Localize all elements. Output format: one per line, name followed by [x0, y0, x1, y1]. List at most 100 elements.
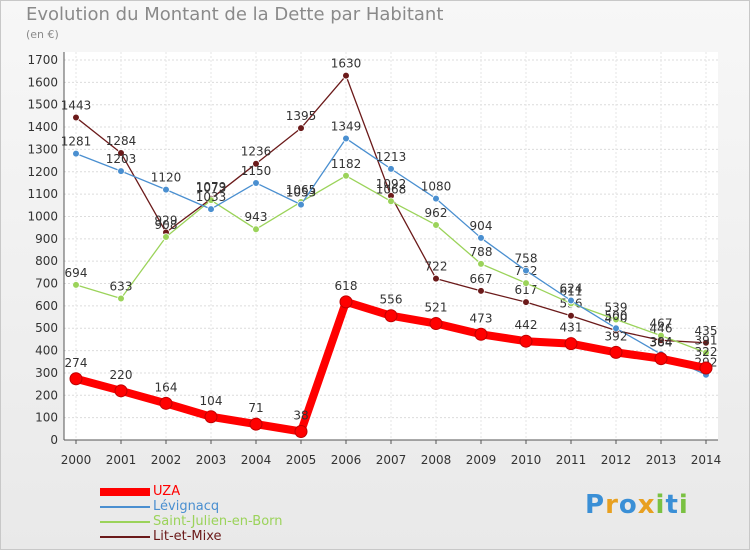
data-label: 1073 [196, 181, 227, 195]
proxiti-logo: Proxiti [585, 490, 689, 520]
data-label: 633 [110, 280, 133, 294]
data-point [387, 197, 395, 206]
legend-swatch [100, 535, 150, 538]
data-point [477, 234, 485, 242]
data-label: 467 [650, 317, 673, 331]
data-label: 220 [110, 368, 133, 382]
y-tick-label: 200 [35, 388, 58, 402]
data-point [294, 425, 308, 439]
data-point [117, 167, 125, 175]
data-label: 104 [200, 394, 223, 408]
legend-swatch [100, 520, 150, 523]
y-tick-label: 1600 [27, 75, 58, 89]
data-label: 908 [155, 218, 178, 232]
y-tick-label: 1400 [27, 120, 58, 134]
data-label: 1150 [241, 164, 272, 178]
legend-item: UZA [100, 484, 283, 499]
data-label: 431 [560, 321, 583, 335]
data-point [297, 124, 305, 132]
y-tick-label: 1300 [27, 142, 58, 156]
logo-letter: o [618, 490, 638, 520]
data-label: 164 [155, 380, 178, 394]
legend-item: Lévignacq [100, 499, 283, 514]
data-label: 611 [560, 284, 583, 298]
data-label: 1443 [61, 98, 92, 112]
logo-letter: i [655, 490, 666, 520]
data-label: 1284 [106, 134, 137, 148]
data-label: 904 [470, 219, 493, 233]
y-tick-label: 1200 [27, 165, 58, 179]
y-tick-label: 1700 [27, 53, 58, 67]
data-point [477, 287, 485, 295]
data-label: 962 [425, 206, 448, 220]
legend-item: Saint-Julien-en-Born [100, 514, 283, 529]
x-tick-label: 2004 [241, 453, 272, 467]
data-label: 500 [605, 309, 628, 323]
data-point [612, 315, 620, 324]
chart-subtitle: (en €) [26, 28, 59, 41]
data-point [387, 165, 395, 173]
data-point [114, 384, 128, 398]
data-point [702, 348, 710, 357]
data-label: 624 [560, 282, 583, 296]
data-label: 392 [605, 329, 628, 343]
data-point [702, 338, 710, 347]
data-point [654, 352, 668, 366]
data-label: 1630 [331, 57, 362, 71]
y-tick-label: 600 [35, 299, 58, 313]
data-label: 1068 [376, 182, 407, 196]
x-tick-label: 2001 [106, 453, 137, 467]
x-tick-label: 2011 [556, 453, 587, 467]
data-label: 38 [293, 409, 308, 423]
data-point [204, 410, 218, 424]
data-point [432, 274, 440, 283]
data-label: 617 [515, 283, 538, 297]
data-label: 943 [245, 210, 268, 224]
data-point [252, 179, 260, 187]
y-tick-label: 300 [35, 366, 58, 380]
data-point [162, 185, 170, 194]
data-point [384, 309, 398, 323]
data-point [477, 260, 485, 268]
data-point [69, 372, 83, 386]
y-tick-label: 0 [50, 433, 58, 447]
logo-letter: x [637, 490, 656, 520]
legend-label: Lévignacq [153, 499, 220, 514]
data-label: 322 [695, 345, 718, 359]
data-point [249, 417, 263, 431]
x-tick-label: 2006 [331, 453, 362, 467]
data-point [519, 334, 533, 348]
data-label: 521 [425, 301, 448, 315]
data-label: 274 [65, 356, 88, 370]
data-point [162, 233, 170, 241]
logo-letter: r [605, 490, 619, 520]
x-tick-label: 2012 [601, 453, 632, 467]
data-point [432, 194, 440, 203]
data-point [342, 134, 350, 143]
data-label: 929 [155, 213, 178, 227]
data-point [207, 196, 215, 204]
data-point [159, 396, 173, 410]
data-label: 1395 [286, 109, 317, 123]
legend-swatch [100, 505, 150, 508]
data-point [252, 159, 260, 168]
y-tick-label: 1000 [27, 209, 58, 223]
data-label: 391 [695, 334, 718, 348]
data-point [207, 205, 215, 213]
data-point [432, 221, 440, 229]
y-tick-label: 1500 [27, 98, 58, 112]
data-point [72, 113, 80, 122]
data-label: 384 [650, 335, 673, 349]
data-label: 1079 [196, 180, 227, 194]
data-point [567, 311, 575, 320]
data-label: 435 [695, 324, 718, 338]
data-point [564, 337, 578, 351]
data-label: 1203 [106, 152, 137, 166]
data-label: 722 [425, 260, 448, 274]
data-point [699, 361, 713, 375]
legend-swatch [100, 487, 150, 496]
data-point [474, 327, 488, 341]
x-tick-label: 2003 [196, 453, 227, 467]
x-tick-label: 2010 [511, 453, 542, 467]
x-tick-label: 2002 [151, 453, 182, 467]
